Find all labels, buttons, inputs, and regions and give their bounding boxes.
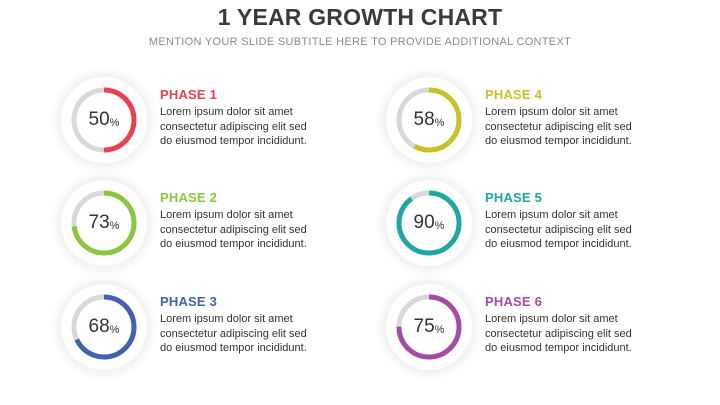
progress-arc [71, 87, 137, 153]
phase-description: Lorem ipsum dolor sit amet consectetur ad… [485, 106, 632, 147]
percent-value: 50% [88, 109, 120, 130]
percent-value: 75% [413, 316, 445, 337]
phase-description: Lorem ipsum dolor sit amet consectetur ad… [485, 209, 632, 250]
phase-description: Lorem ipsum dolor sit amet consectetur ad… [160, 209, 307, 250]
progress-arc [71, 190, 137, 256]
phase-block-4: 58% PHASE 4 Lorem ipsum dolor sit amet co… [386, 77, 686, 163]
phase-description: Lorem ipsum dolor sit amet consectetur ad… [160, 106, 307, 147]
phase-title: PHASE 5 [485, 190, 543, 205]
phase-description: Lorem ipsum dolor sit amet consectetur ad… [160, 313, 307, 354]
percent-value: 73% [88, 212, 120, 233]
progress-ring: 68% [61, 284, 147, 370]
progress-ring: 75% [386, 284, 472, 370]
phase-block-2: 73% PHASE 2 Lorem ipsum dolor sit amet co… [61, 180, 361, 266]
progress-ring: 50% [61, 77, 147, 163]
slide-title: 1 YEAR GROWTH CHART [217, 4, 503, 30]
phase-block-5: 90% PHASE 5 Lorem ipsum dolor sit amet co… [386, 180, 686, 266]
phase-block-6: 75% PHASE 6 Lorem ipsum dolor sit amet co… [386, 284, 686, 370]
phase-block-3: 68% PHASE 3 Lorem ipsum dolor sit amet co… [61, 284, 361, 370]
percent-value: 58% [413, 109, 445, 130]
progress-arc [396, 190, 462, 256]
phase-description: Lorem ipsum dolor sit amet consectetur ad… [485, 313, 632, 354]
phase-title: PHASE 3 [160, 294, 218, 309]
phase-title: PHASE 2 [160, 190, 218, 205]
progress-ring: 58% [386, 77, 472, 163]
phase-block-1: 50% PHASE 1 Lorem ipsum dolor sit amet co… [61, 77, 361, 163]
phase-title: PHASE 4 [485, 87, 543, 102]
progress-ring: 73% [61, 180, 147, 266]
percent-value: 68% [88, 316, 120, 337]
slide-subtitle: MENTION YOUR SLIDE SUBTITLE HERE TO PROV… [148, 36, 572, 48]
progress-arc [396, 87, 462, 153]
percent-value: 90% [413, 212, 445, 233]
progress-arc [396, 294, 462, 360]
phase-title: PHASE 1 [160, 87, 218, 102]
progress-arc [71, 294, 137, 360]
phase-title: PHASE 6 [485, 294, 543, 309]
progress-ring: 90% [386, 180, 472, 266]
